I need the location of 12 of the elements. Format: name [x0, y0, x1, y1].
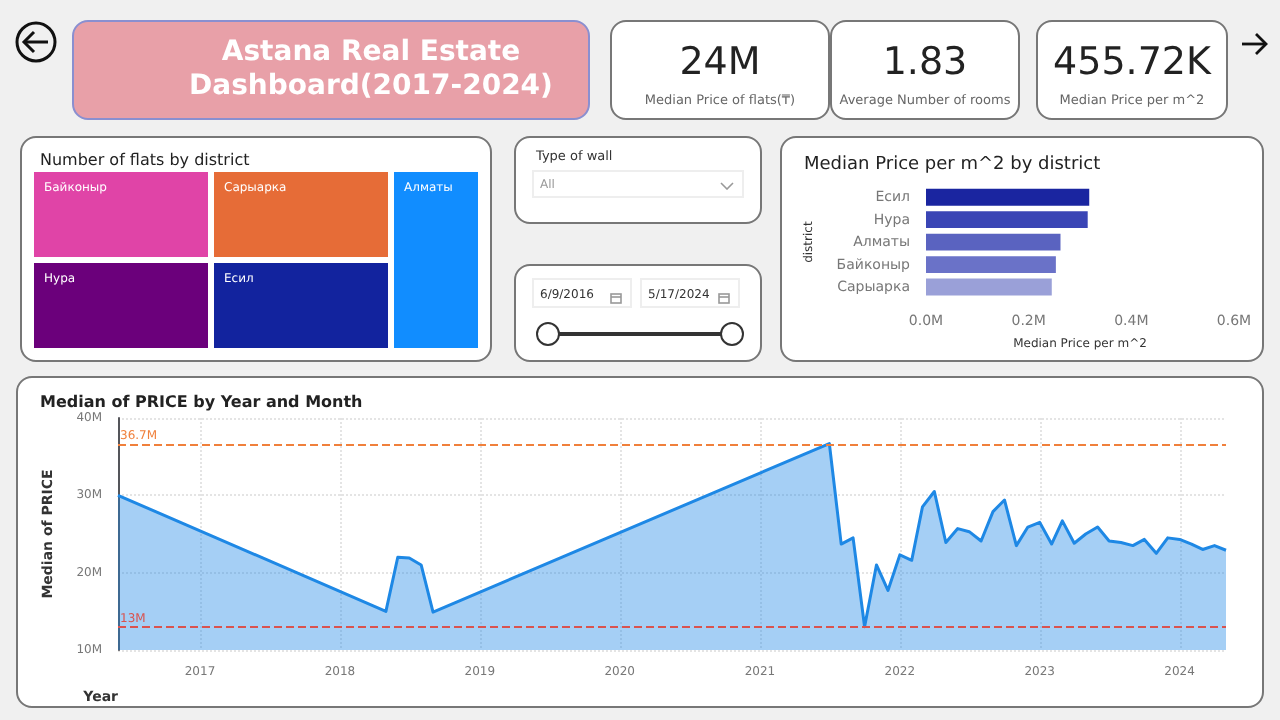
- chart-title: Median of PRICE by Year and Month: [40, 393, 364, 411]
- bar: [926, 256, 1056, 273]
- text: Number of flats by district: [40, 151, 250, 169]
- bar: [926, 188, 1090, 206]
- text: 455.72K: [1051, 40, 1214, 84]
- bar: [926, 278, 1052, 296]
- bar: [926, 211, 1088, 229]
- bar: [926, 233, 1061, 251]
- text: 1.83: [880, 40, 970, 84]
- text: 24M: [677, 40, 763, 84]
- chart-title: Median Price per m^2 by district: [804, 155, 1102, 175]
- text: Astana Real Estate Dashboard(2017-2024): [187, 36, 555, 104]
